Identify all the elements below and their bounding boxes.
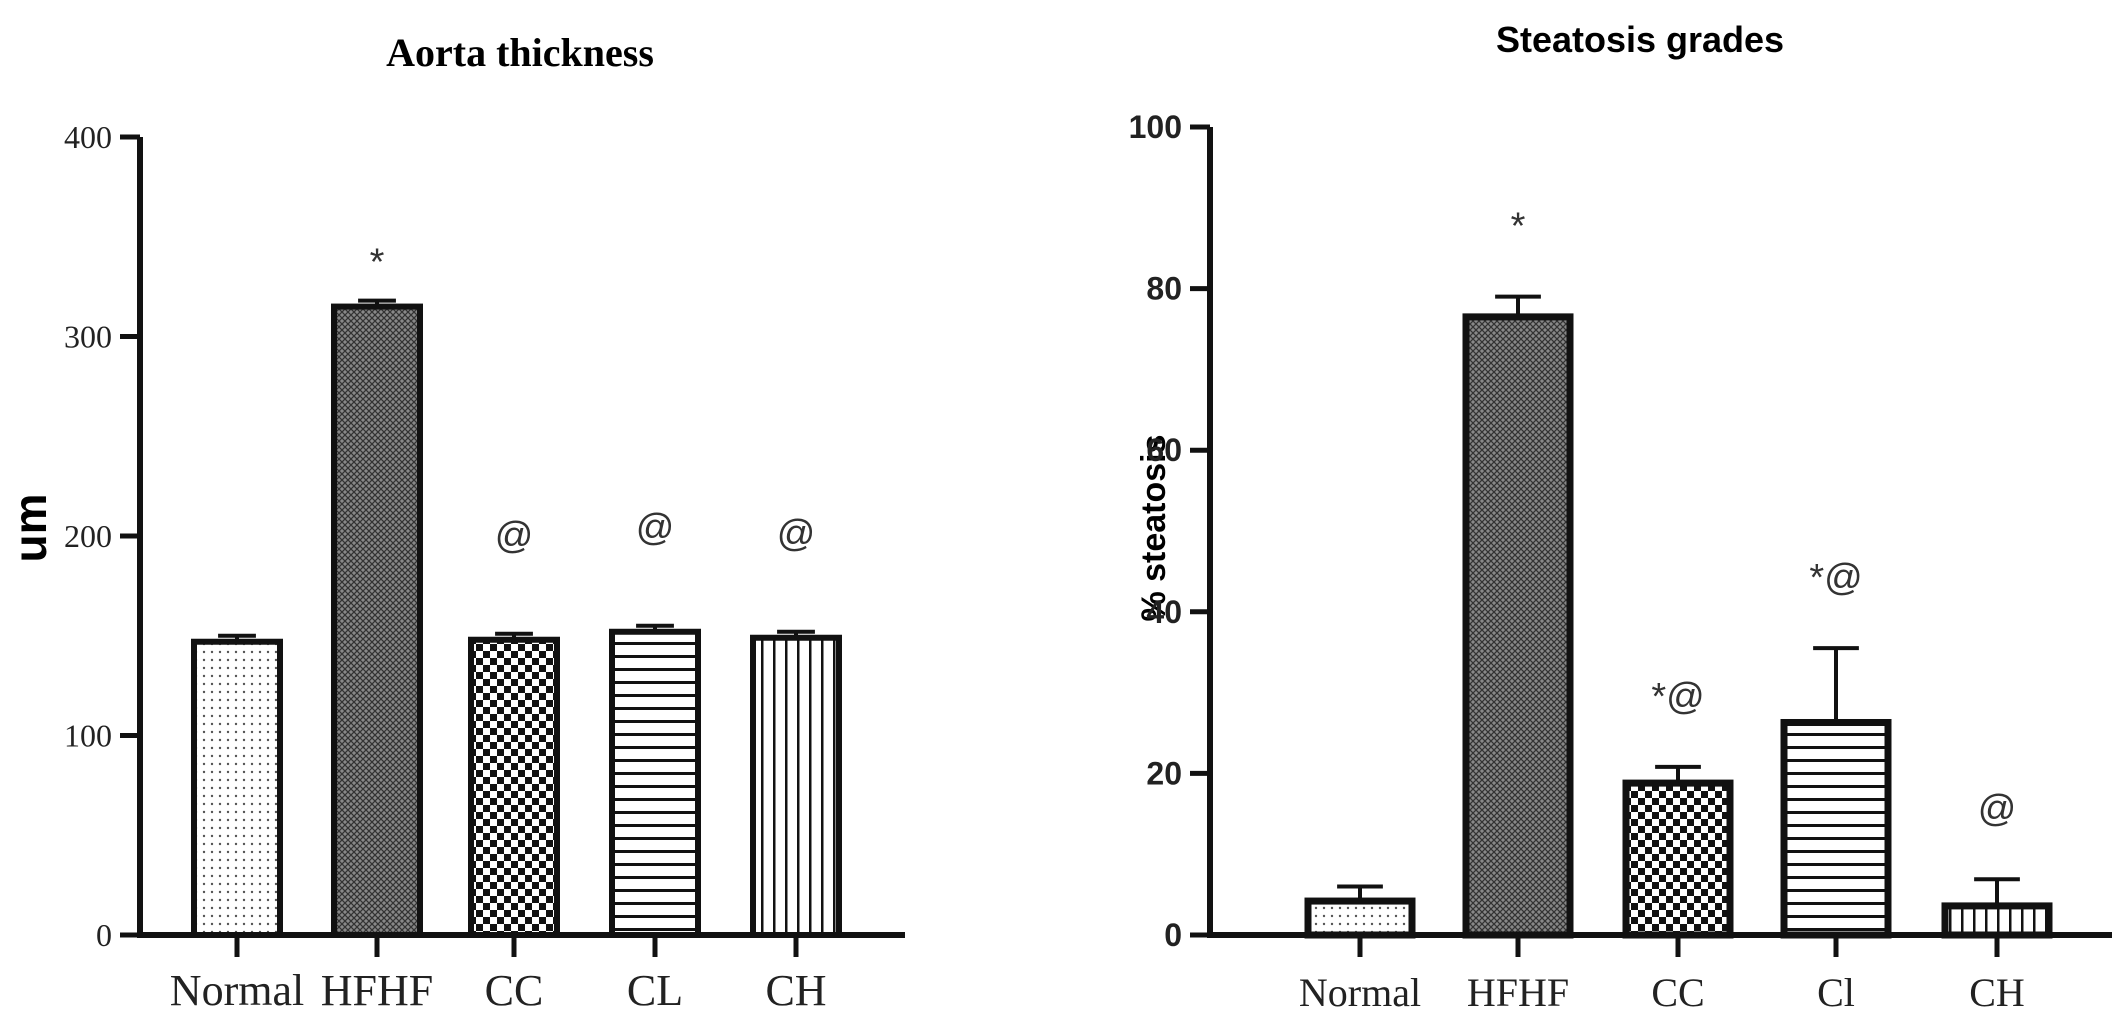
- steatosis-grades-chart: Steatosis grades % steatosis 0 20 40 60 80 10…: [1129, 19, 2112, 1015]
- bar: [468, 636, 560, 938]
- y-tick-label: 80: [1146, 271, 1182, 307]
- y-tick-label: 100: [64, 718, 112, 754]
- significance-label: @: [1978, 788, 2017, 830]
- x-tick-label: CH: [1969, 970, 2025, 1015]
- chart-title: Steatosis grades: [1496, 19, 1784, 60]
- y-tick-label: 20: [1146, 755, 1182, 791]
- chart-title: Aorta thickness: [386, 30, 654, 75]
- x-tick-label: Normal: [170, 966, 304, 1015]
- x-tick-label: Normal: [1299, 970, 1421, 1015]
- y-tick-label: 400: [64, 119, 112, 155]
- significance-label: @: [777, 513, 816, 555]
- y-axis-label: % steatosis: [1135, 434, 1173, 621]
- bar: [1622, 779, 1734, 939]
- bar: [1304, 897, 1416, 939]
- y-axis-label: um: [4, 494, 56, 563]
- bar: [750, 634, 842, 938]
- significance-label: *: [370, 242, 385, 284]
- y-tick-label: 60: [1146, 432, 1182, 468]
- significance-label: *@: [1809, 557, 1862, 599]
- y-tick-label: 40: [1146, 594, 1182, 630]
- bar: [1462, 313, 1574, 939]
- x-tick-label: CL: [627, 966, 683, 1015]
- bar: [609, 628, 701, 938]
- aorta-thickness-chart: Aorta thickness um 0 100 200 300 400 Normal HF…: [4, 30, 905, 1015]
- x-tick-label: HFHF: [1467, 970, 1569, 1015]
- x-tick-label: CC: [485, 966, 544, 1015]
- bar: [1941, 902, 2053, 939]
- y-tick-label: 0: [1164, 917, 1182, 953]
- y-tick-label: 300: [64, 319, 112, 355]
- significance-label: *@: [1651, 676, 1704, 718]
- significance-label: @: [636, 507, 675, 549]
- bar: [191, 638, 283, 938]
- bar: [1780, 718, 1892, 939]
- x-tick-label: Cl: [1817, 970, 1855, 1015]
- x-tick-label: CC: [1651, 970, 1704, 1015]
- x-tick-label: HFHF: [321, 966, 434, 1015]
- y-tick-label: 100: [1129, 109, 1182, 145]
- significance-label: @: [495, 515, 534, 557]
- x-tick-label: CH: [765, 966, 826, 1015]
- bar: [331, 303, 423, 938]
- y-tick-label: 0: [96, 917, 112, 953]
- significance-label: *: [1511, 206, 1526, 248]
- y-tick-label: 200: [64, 518, 112, 554]
